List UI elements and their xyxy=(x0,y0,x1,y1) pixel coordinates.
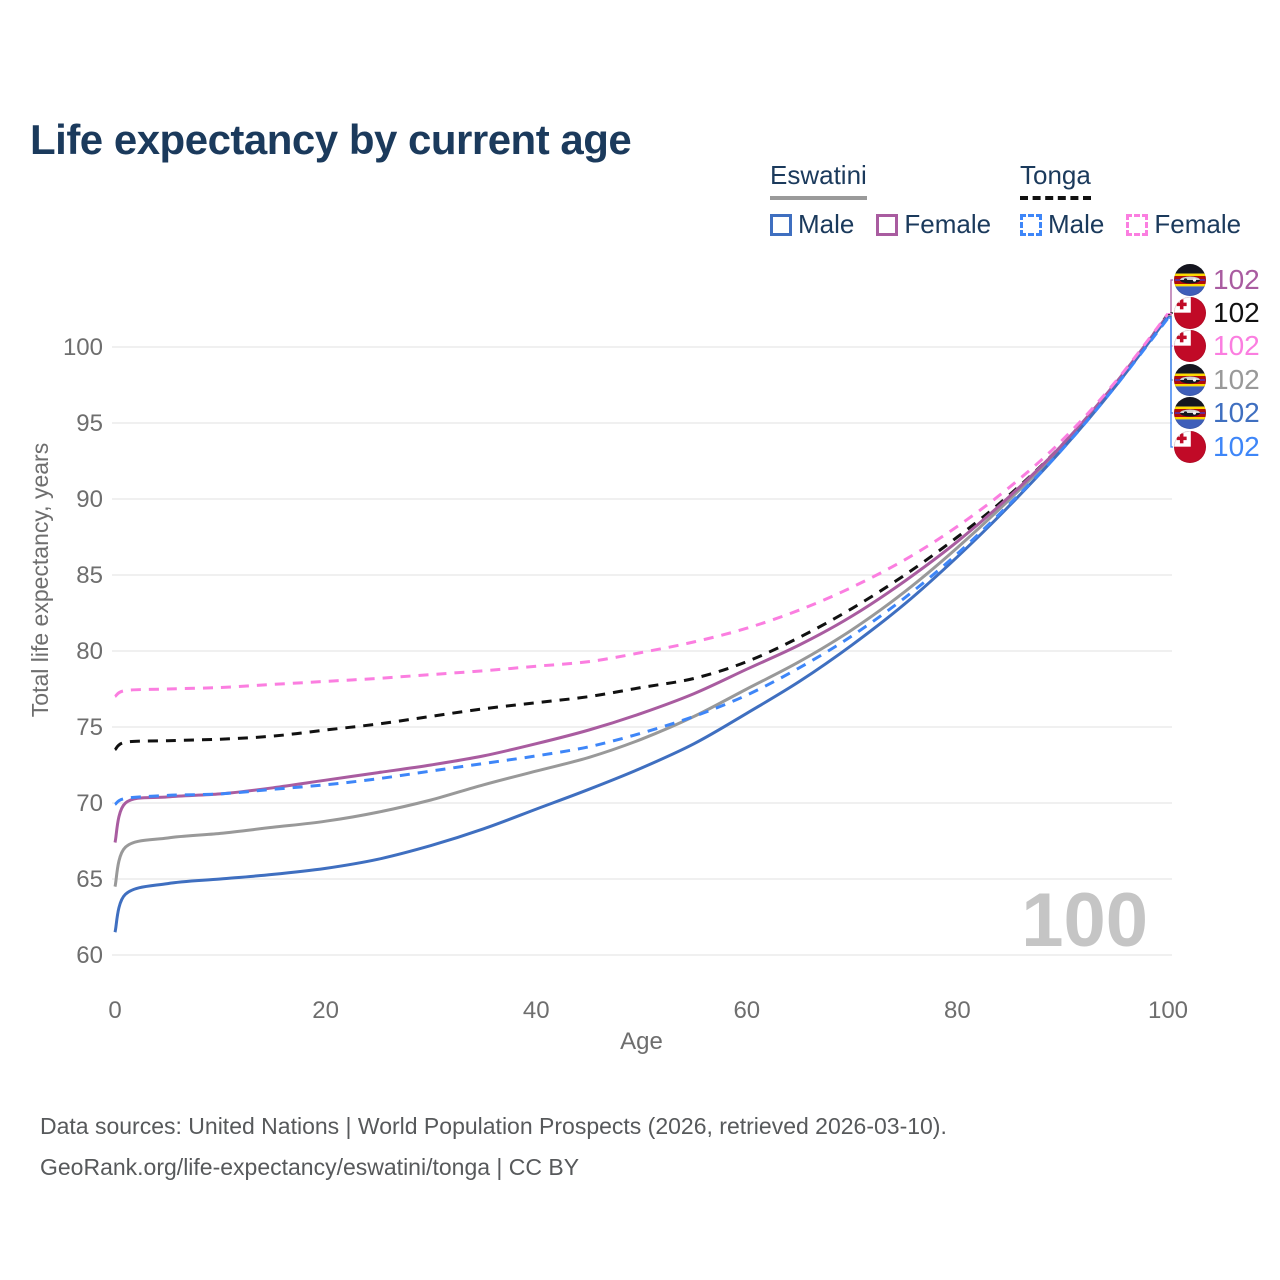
tonga-flag-icon xyxy=(1173,430,1207,464)
series-line-eswatini-both-sexes[interactable] xyxy=(113,314,1170,887)
age-watermark: 100 xyxy=(1021,878,1148,963)
legend-country-eswatini[interactable]: Eswatini xyxy=(770,160,867,200)
y-tick-label: 65 xyxy=(76,866,103,893)
tonga-flag-icon xyxy=(1173,296,1207,330)
end-label-value: 102 xyxy=(1213,330,1260,361)
series-line-tonga-male[interactable] xyxy=(114,317,1170,806)
y-tick-label: 85 xyxy=(76,562,103,589)
end-label-value: 102 xyxy=(1213,397,1260,428)
end-label-connector xyxy=(1168,317,1173,448)
x-tick-label: 40 xyxy=(523,997,550,1024)
legend-item-label: Female xyxy=(1154,209,1242,239)
end-label-value: 102 xyxy=(1213,431,1260,462)
legend-item-label: Male xyxy=(1048,209,1105,239)
legend-item-tonga-female[interactable]: Female xyxy=(1126,209,1241,240)
y-axis-title: Total life expectancy, years xyxy=(27,443,53,717)
legend-item-eswatini-male[interactable]: Male xyxy=(770,209,854,240)
end-label-connector xyxy=(1168,279,1173,316)
solid-line-swatch-icon xyxy=(770,213,792,236)
y-tick-label: 95 xyxy=(76,410,103,437)
series-line-tonga-both-sexes[interactable] xyxy=(113,313,1170,752)
y-tick-label: 80 xyxy=(76,638,103,665)
y-tick-label: 75 xyxy=(76,714,103,741)
legend-item-label: Female xyxy=(904,209,992,239)
legend-item-label: Male xyxy=(798,209,855,239)
legend-group-tonga: Tonga Male Female xyxy=(1020,160,1241,240)
page-title: Life expectancy by current age xyxy=(30,116,632,164)
legend-item-eswatini-female[interactable]: Female xyxy=(876,209,991,240)
eswatini-flag-icon xyxy=(1173,396,1207,430)
y-tick-label: 90 xyxy=(76,486,103,513)
data-source-note: Data sources: United Nations | World Pop… xyxy=(40,1106,947,1188)
end-label-value: 102 xyxy=(1213,264,1260,295)
legend-item-tonga-male[interactable]: Male xyxy=(1020,209,1104,240)
dashed-line-swatch-icon xyxy=(1020,213,1042,236)
eswatini-flag-icon xyxy=(1173,263,1207,297)
tonga-flag-icon xyxy=(1173,329,1207,363)
legend-country-tonga[interactable]: Tonga xyxy=(1020,160,1091,200)
x-tick-label: 80 xyxy=(944,997,971,1024)
y-tick-label: 100 xyxy=(63,334,103,361)
series-line-eswatini-male[interactable] xyxy=(113,315,1170,933)
y-tick-label: 60 xyxy=(76,942,103,969)
solid-line-swatch-icon xyxy=(876,213,899,236)
dashed-line-swatch-icon xyxy=(1126,213,1149,236)
x-tick-label: 0 xyxy=(108,997,121,1024)
end-label-value: 102 xyxy=(1213,364,1260,395)
y-tick-label: 70 xyxy=(76,790,103,817)
x-tick-label: 20 xyxy=(312,997,339,1024)
x-tick-label: 60 xyxy=(733,997,760,1024)
series-line-eswatini-female[interactable] xyxy=(113,314,1170,843)
eswatini-flag-icon xyxy=(1173,363,1207,397)
attribution-line: GeoRank.org/life-expectancy/eswatini/ton… xyxy=(40,1154,580,1180)
end-label-value: 102 xyxy=(1213,297,1260,328)
x-axis-title: Age xyxy=(620,1028,663,1055)
data-source-line: Data sources: United Nations | World Pop… xyxy=(40,1113,947,1139)
x-tick-label: 100 xyxy=(1148,997,1188,1024)
legend-group-eswatini: Eswatini Male Female xyxy=(770,160,991,240)
